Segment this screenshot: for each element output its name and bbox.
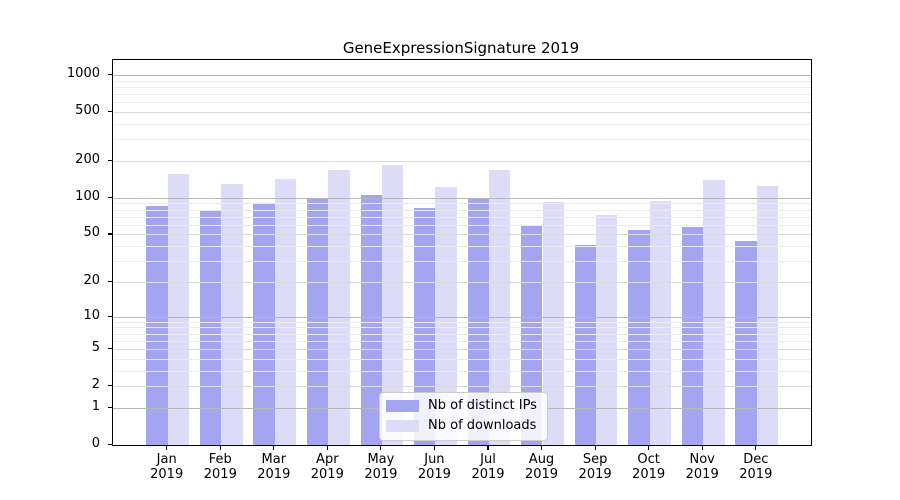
x-tick-mark <box>326 445 328 450</box>
bar-nb-of-distinct-ips-sep <box>574 244 597 445</box>
x-tick-label-jul: Jul 2019 <box>471 452 505 482</box>
x-tick-mark <box>166 445 168 450</box>
y-tick-mark <box>108 315 113 317</box>
x-tick-mark <box>648 445 650 450</box>
x-tick-mark <box>219 445 221 450</box>
y-tick-mark <box>108 196 113 198</box>
bar-nb-of-distinct-ips-may <box>360 195 382 445</box>
bar-nb-of-distinct-ips-dec <box>735 241 757 445</box>
x-tick-mark <box>701 445 703 450</box>
x-tick-label-aug: Aug 2019 <box>524 452 559 482</box>
legend-label-distinct-ips: Nb of distinct IPs <box>428 398 537 413</box>
bar-nb-of-distinct-ips-apr <box>306 197 329 445</box>
legend-label-downloads: Nb of downloads <box>428 418 537 433</box>
x-tick-label-jun: Jun 2019 <box>417 452 451 482</box>
x-tick-mark <box>540 445 543 450</box>
legend-swatch-distinct-ips <box>386 400 419 412</box>
bar-nb-of-downloads-jun <box>435 186 457 445</box>
y-tick-mark <box>108 348 113 350</box>
bar-nb-of-downloads-oct <box>649 200 671 445</box>
x-tick-label-dec: Dec 2019 <box>739 452 773 482</box>
y-axis: 0 1 2 5 10 20 50 100 200 500 1000 <box>0 59 113 450</box>
y-tick-label: 500 <box>75 103 100 119</box>
x-tick-mark <box>380 445 382 450</box>
y-tick-mark <box>108 280 113 283</box>
y-tick-label: 10 <box>83 307 100 323</box>
y-tick-mark <box>108 385 113 387</box>
bar-nb-of-distinct-ips-jun <box>414 207 436 445</box>
y-tick-label: 1000 <box>66 66 100 82</box>
bar-nb-of-downloads-dec <box>756 186 779 445</box>
x-tick-mark <box>755 445 757 450</box>
y-tick-mark <box>108 233 113 235</box>
bars-layer <box>113 60 811 445</box>
x-tick-mark <box>594 445 596 450</box>
y-tick-label: 200 <box>75 152 100 168</box>
bar-nb-of-downloads-nov <box>703 179 725 445</box>
x-tick-label-feb: Feb 2019 <box>203 452 237 482</box>
y-tick-mark <box>108 73 113 76</box>
y-tick-label: 100 <box>75 188 100 204</box>
bar-nb-of-distinct-ips-jul <box>467 197 489 445</box>
chart-title: GeneExpressionSignature 2019 <box>342 39 580 57</box>
bar-nb-of-distinct-ips-oct <box>628 230 650 445</box>
bar-nb-of-distinct-ips-feb <box>199 209 222 445</box>
x-tick-label-mar: Mar 2019 <box>257 452 291 482</box>
y-tick-label: 1 <box>91 399 100 415</box>
x-tick-label-oct: Oct 2019 <box>632 452 666 482</box>
bar-nb-of-downloads-jan <box>167 174 190 445</box>
legend: Nb of distinct IPs Nb of downloads <box>379 392 548 441</box>
x-tick-label-may: May 2019 <box>364 452 398 482</box>
bar-nb-of-downloads-sep <box>596 215 618 445</box>
bar-nb-of-distinct-ips-aug <box>521 224 543 445</box>
bar-nb-of-downloads-mar <box>274 179 297 445</box>
x-tick-label-jan: Jan 2019 <box>150 452 184 482</box>
x-tick-label-sep: Sep 2019 <box>578 452 612 482</box>
x-tick-label-nov: Nov 2019 <box>685 452 719 482</box>
y-tick-label: 20 <box>83 273 100 289</box>
bar-nb-of-downloads-apr <box>328 169 350 445</box>
x-tick-label-apr: Apr 2019 <box>310 452 344 482</box>
bar-nb-of-downloads-feb <box>221 183 243 445</box>
x-tick-mark <box>273 445 275 450</box>
y-tick-mark <box>108 159 113 162</box>
x-tick-mark <box>433 445 435 450</box>
legend-item-downloads: Nb of downloads <box>386 419 537 433</box>
y-tick-label: 0 <box>91 436 100 452</box>
bar-nb-of-distinct-ips-mar <box>253 203 275 445</box>
legend-swatch-downloads <box>386 420 419 432</box>
x-tick-mark <box>487 445 489 450</box>
y-tick-mark <box>108 444 113 446</box>
bar-nb-of-downloads-jul <box>489 169 511 445</box>
legend-item-distinct-ips: Nb of distinct IPs <box>386 399 537 413</box>
bar-nb-of-distinct-ips-jan <box>146 205 168 445</box>
y-tick-label: 2 <box>91 377 100 393</box>
y-tick-mark <box>108 406 113 409</box>
bar-nb-of-distinct-ips-nov <box>681 226 704 445</box>
plot-area: Nb of distinct IPs Nb of downloads <box>112 59 812 446</box>
x-axis: Jan 2019 Feb 2019 Mar 2019 Apr 2019 May 2019… <box>112 444 810 500</box>
y-tick-label: 50 <box>83 225 100 241</box>
y-tick-label: 5 <box>91 340 100 356</box>
y-tick-mark <box>108 110 113 113</box>
bar-nb-of-downloads-aug <box>542 201 564 445</box>
